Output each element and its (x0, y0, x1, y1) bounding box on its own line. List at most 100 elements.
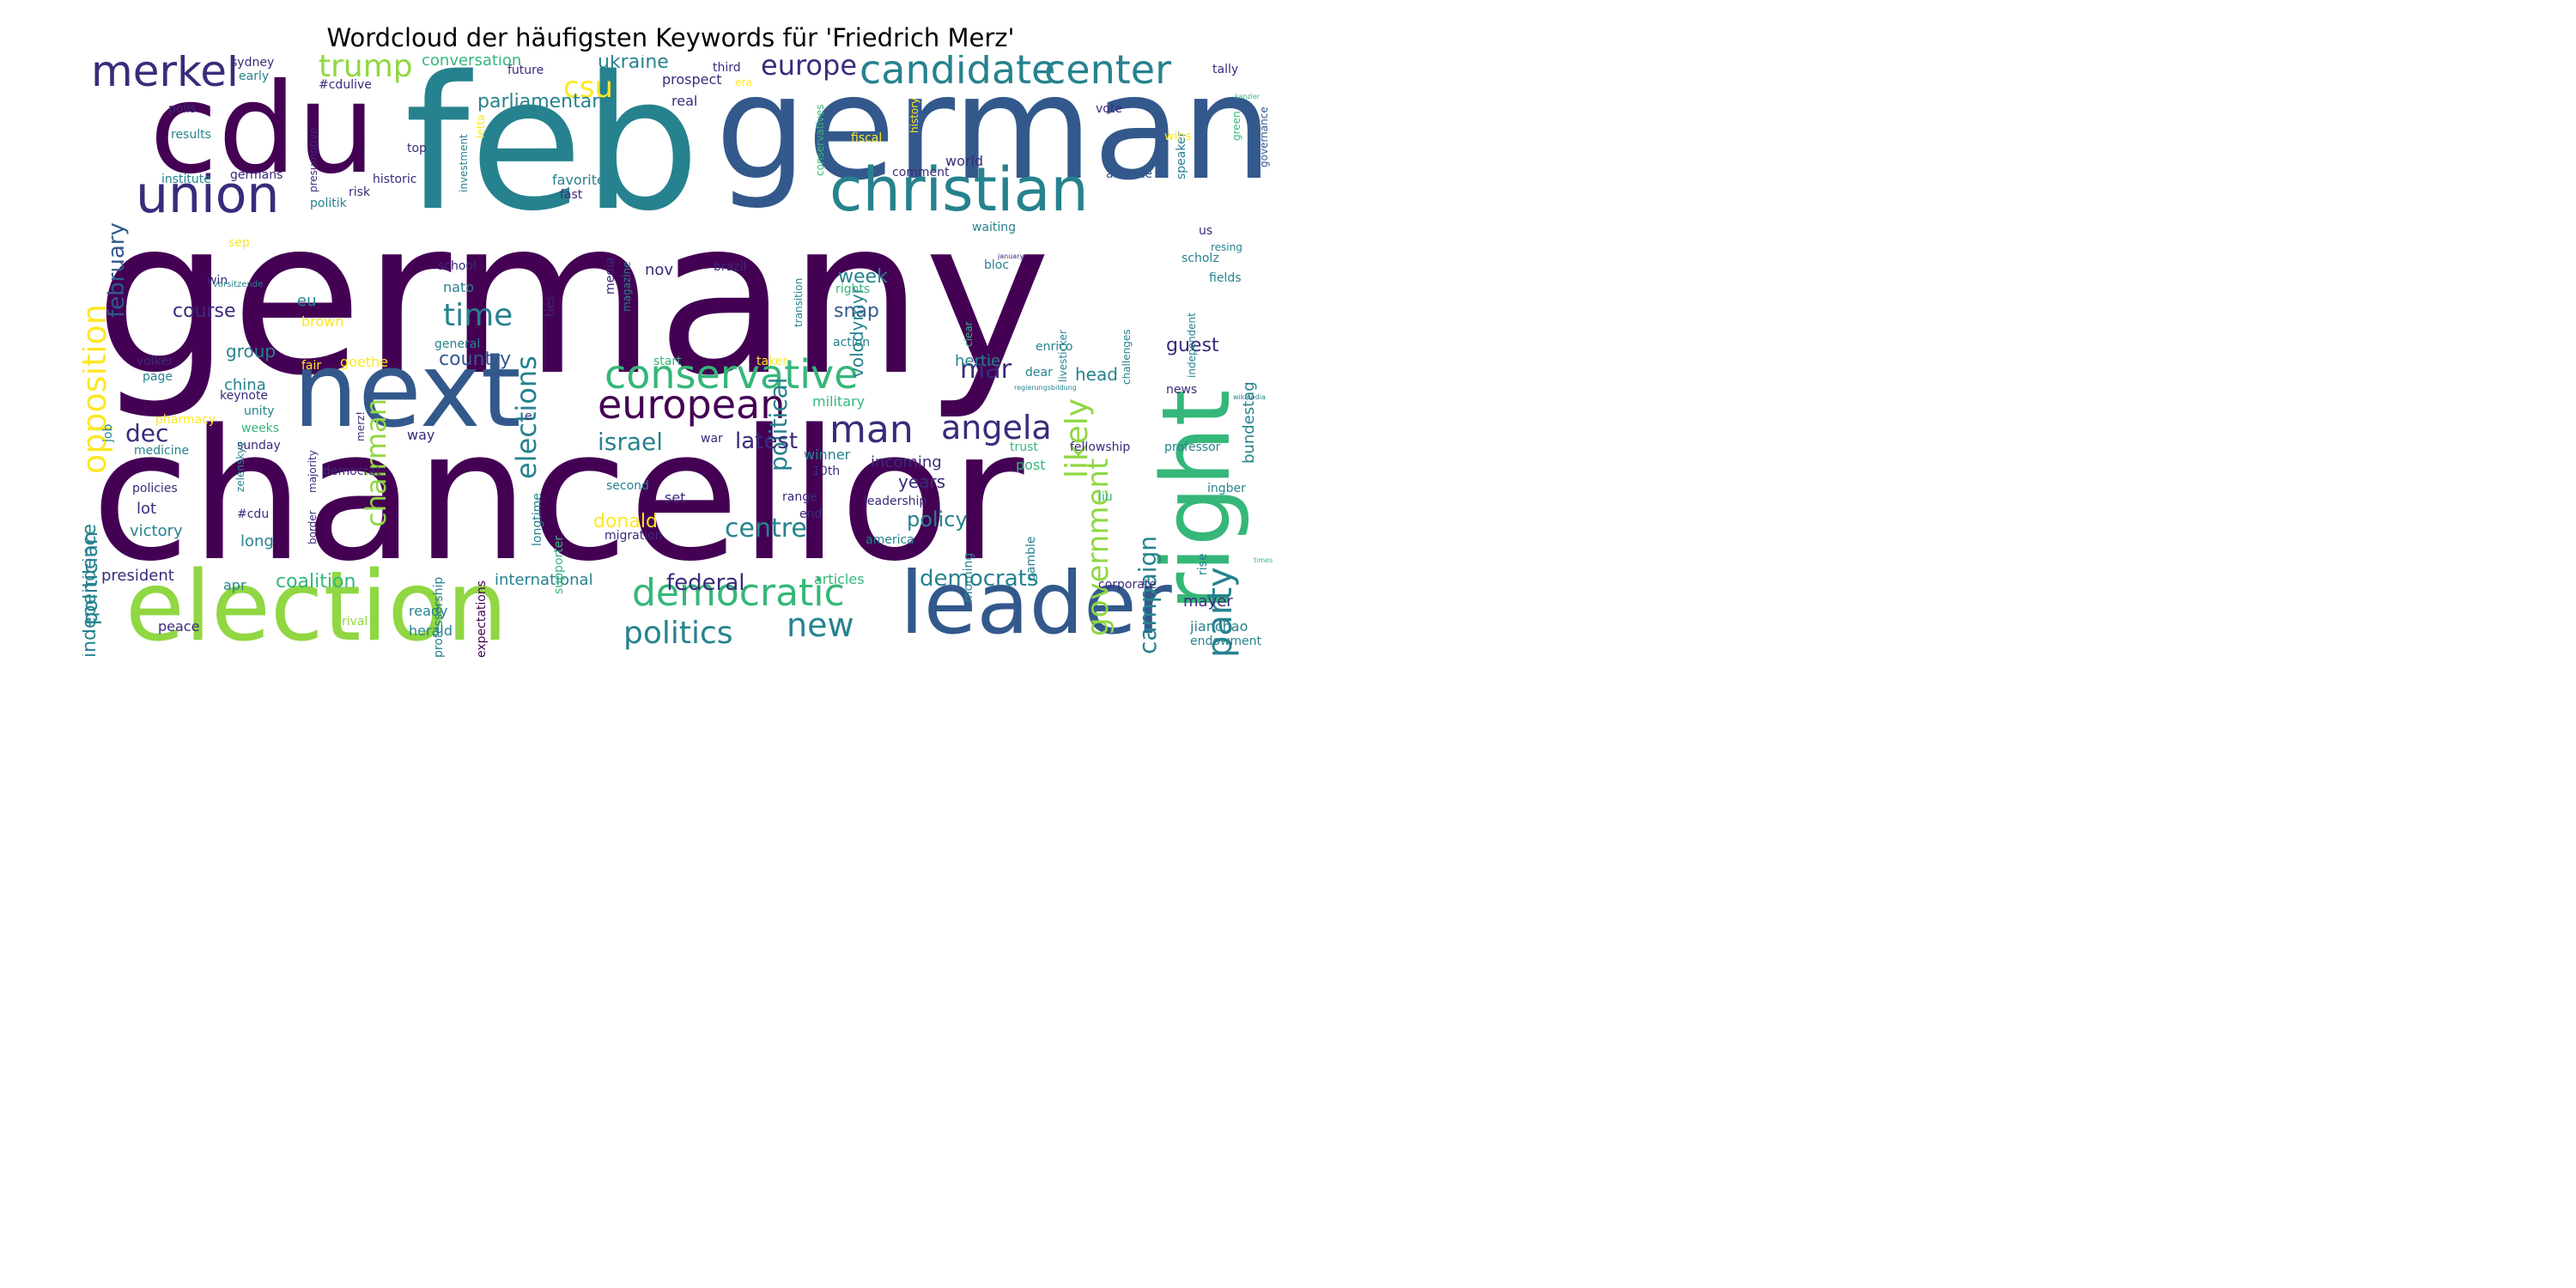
word-dear-103: dear (1025, 366, 1053, 380)
word-third-132: third (713, 61, 741, 75)
word-angela-19: angela (941, 409, 1052, 447)
word-governance-121: governance (1258, 106, 1270, 167)
word-democratic-16: democratic (632, 571, 845, 615)
word-federal-35: federal (666, 570, 745, 596)
word-lot-66: lot (137, 500, 157, 518)
word-win-154: win (207, 274, 228, 288)
word-future-136: future (507, 64, 544, 77)
word-government-21: government (1081, 458, 1115, 636)
word-way-173: way (407, 427, 435, 443)
word-cdulive-146: #cdulive (319, 78, 372, 92)
word-resing-118: resing (1211, 241, 1242, 253)
word-unity-165: unity (244, 404, 275, 418)
word-news-102: news (1166, 383, 1198, 397)
word-policies-181: policies (132, 482, 178, 495)
word-supporter-79: supporter (552, 535, 566, 594)
word-tally-131: tally (1212, 63, 1239, 76)
word-winner-84: winner (804, 447, 851, 463)
word-articles-72: articles (814, 571, 865, 587)
word-next-5: next (293, 331, 521, 451)
word-10th-85: 10th (812, 465, 841, 478)
word-presumptive-145: presumptive (307, 127, 319, 192)
word-parliamentary-45: parliamentary (477, 91, 611, 112)
word-wikipedia-188: wikipedia (1233, 393, 1266, 401)
word-gamble-90: gamble (1024, 536, 1038, 582)
word-letta-150: letta (475, 114, 487, 138)
word-wins-124: wins (1164, 130, 1192, 143)
chart-title: Wordcloud der häufigsten Keywords für 'F… (326, 23, 1015, 52)
word-expectations-77: expectations (475, 580, 489, 658)
word-conservatives-127: conservatives (814, 104, 826, 176)
word-fellowship-94: fellowship (1070, 440, 1131, 454)
word-fast-152: fast (560, 188, 583, 202)
word-sep-153: sep (228, 236, 250, 250)
word-prospect-134: prospect (662, 71, 722, 88)
word-chairman-23: chairman (360, 398, 392, 527)
word-election-6: election (125, 551, 508, 658)
word-era-133: era (735, 76, 752, 88)
word-trump-29: trump (319, 55, 413, 84)
word-institute-141: institute (161, 173, 211, 186)
word-nov-112: nov (645, 261, 674, 279)
word-latest-34: latest (735, 428, 799, 454)
word-early-137: early (239, 70, 270, 83)
word-germany-0: germany (94, 173, 1052, 422)
word-end-87: end (799, 507, 823, 521)
word-hertie-60: hertie (955, 352, 1001, 370)
word-vorsitzende-184: vorsitzende (213, 280, 264, 289)
word-chancellor-2: chancellor (91, 391, 1024, 601)
word-conversation-46: conversation (422, 55, 522, 70)
word-action-109: action (833, 336, 871, 349)
word-independence-38: independence (82, 523, 100, 658)
wordcloud: germany feb chancellor german cdu next electio… (82, 55, 1273, 658)
word-sydney-138: sydney (231, 56, 275, 70)
word-political-31: political (764, 377, 793, 471)
word-group-62: group (226, 341, 276, 361)
word-war-183: war (701, 432, 723, 446)
word-start-175: start (653, 355, 682, 368)
word-professorship-78: professorship (432, 576, 446, 658)
word-morning-91: morning (962, 552, 975, 603)
word-range-86: range (782, 490, 817, 504)
word-real-135: real (671, 93, 698, 109)
word-donald-56: donald (593, 511, 658, 532)
word-history-126: history (908, 97, 920, 133)
word-corporate-100: corporate (1098, 578, 1157, 592)
word-campaign-32: campaign (1133, 535, 1162, 654)
word-conservative-12: conservative (605, 351, 859, 398)
word-february-39: february (104, 222, 130, 318)
word-christian-8: christian (829, 155, 1089, 225)
word-union-10: union (136, 165, 280, 225)
word-volodymyr-57: volodymyr (847, 287, 867, 378)
word-sunday-167: sunday (237, 439, 281, 453)
word-german-3: german (715, 55, 1273, 212)
word-peace-75: peace (158, 618, 200, 635)
word-new-26: new (787, 606, 854, 644)
word-comment-128: comment (892, 166, 950, 179)
word-candidate-13: candidate (860, 55, 1056, 93)
word-scholz-115: scholz (1182, 252, 1219, 265)
word-long-68: long (240, 532, 274, 550)
word-liu-96: liu (1098, 490, 1113, 504)
word-democrats-36: democrats (920, 566, 1039, 592)
word-incoming-61: incoming (871, 453, 942, 471)
word-fair-163: fair (301, 359, 322, 373)
word-ingber-97: ingber (1207, 482, 1246, 495)
word-medicine-170: medicine (134, 444, 190, 458)
word-rights-110: rights (835, 283, 871, 296)
word-clear-108: clear (963, 321, 975, 347)
word-general-160: general (434, 337, 481, 351)
word-leadership-88: leadership (864, 495, 927, 508)
word-volker-161: volker (137, 355, 173, 368)
word-page-162: page (143, 370, 173, 384)
word-historic-143: historic (373, 173, 417, 186)
word-border-178: border (307, 510, 319, 544)
word-man-18: man (829, 408, 914, 452)
word-course-48: course (173, 301, 236, 322)
word-cdu-4: cdu (149, 57, 376, 202)
word-likely-22: likely (1060, 398, 1095, 478)
word-keynote-164: keynote (220, 389, 269, 403)
word-herald-74: herald (409, 623, 453, 639)
word-dec-41: dec (125, 419, 169, 447)
word-challenges-106: challenges (1121, 329, 1133, 385)
